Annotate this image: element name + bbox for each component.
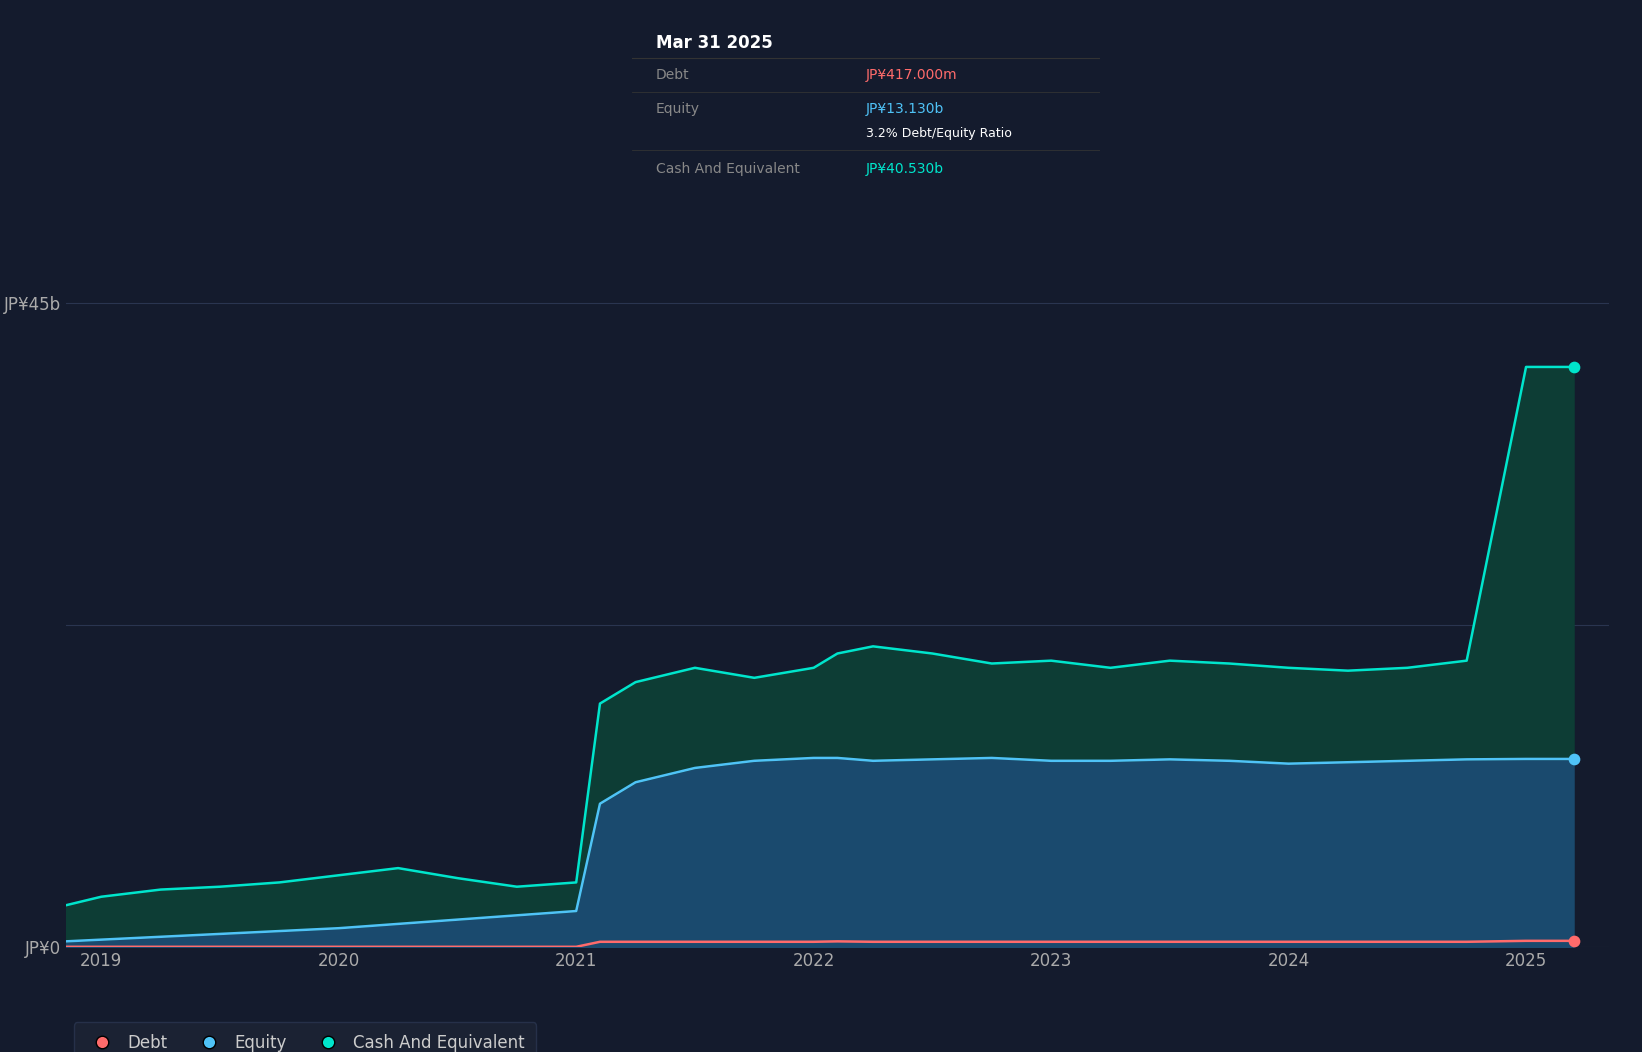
Point — [1560, 750, 1586, 767]
Text: 3.2% Debt/Equity Ratio: 3.2% Debt/Equity Ratio — [867, 126, 1011, 140]
Text: Mar 31 2025: Mar 31 2025 — [655, 34, 772, 52]
Point — [1560, 932, 1586, 949]
Text: Cash And Equivalent: Cash And Equivalent — [655, 162, 800, 176]
Text: Equity: Equity — [655, 102, 699, 117]
Text: Debt: Debt — [655, 68, 690, 82]
Text: JP¥13.130b: JP¥13.130b — [867, 102, 944, 117]
Point — [1560, 359, 1586, 376]
Legend: Debt, Equity, Cash And Equivalent: Debt, Equity, Cash And Equivalent — [74, 1023, 537, 1052]
Text: JP¥417.000m: JP¥417.000m — [867, 68, 957, 82]
Text: JP¥40.530b: JP¥40.530b — [867, 162, 944, 176]
